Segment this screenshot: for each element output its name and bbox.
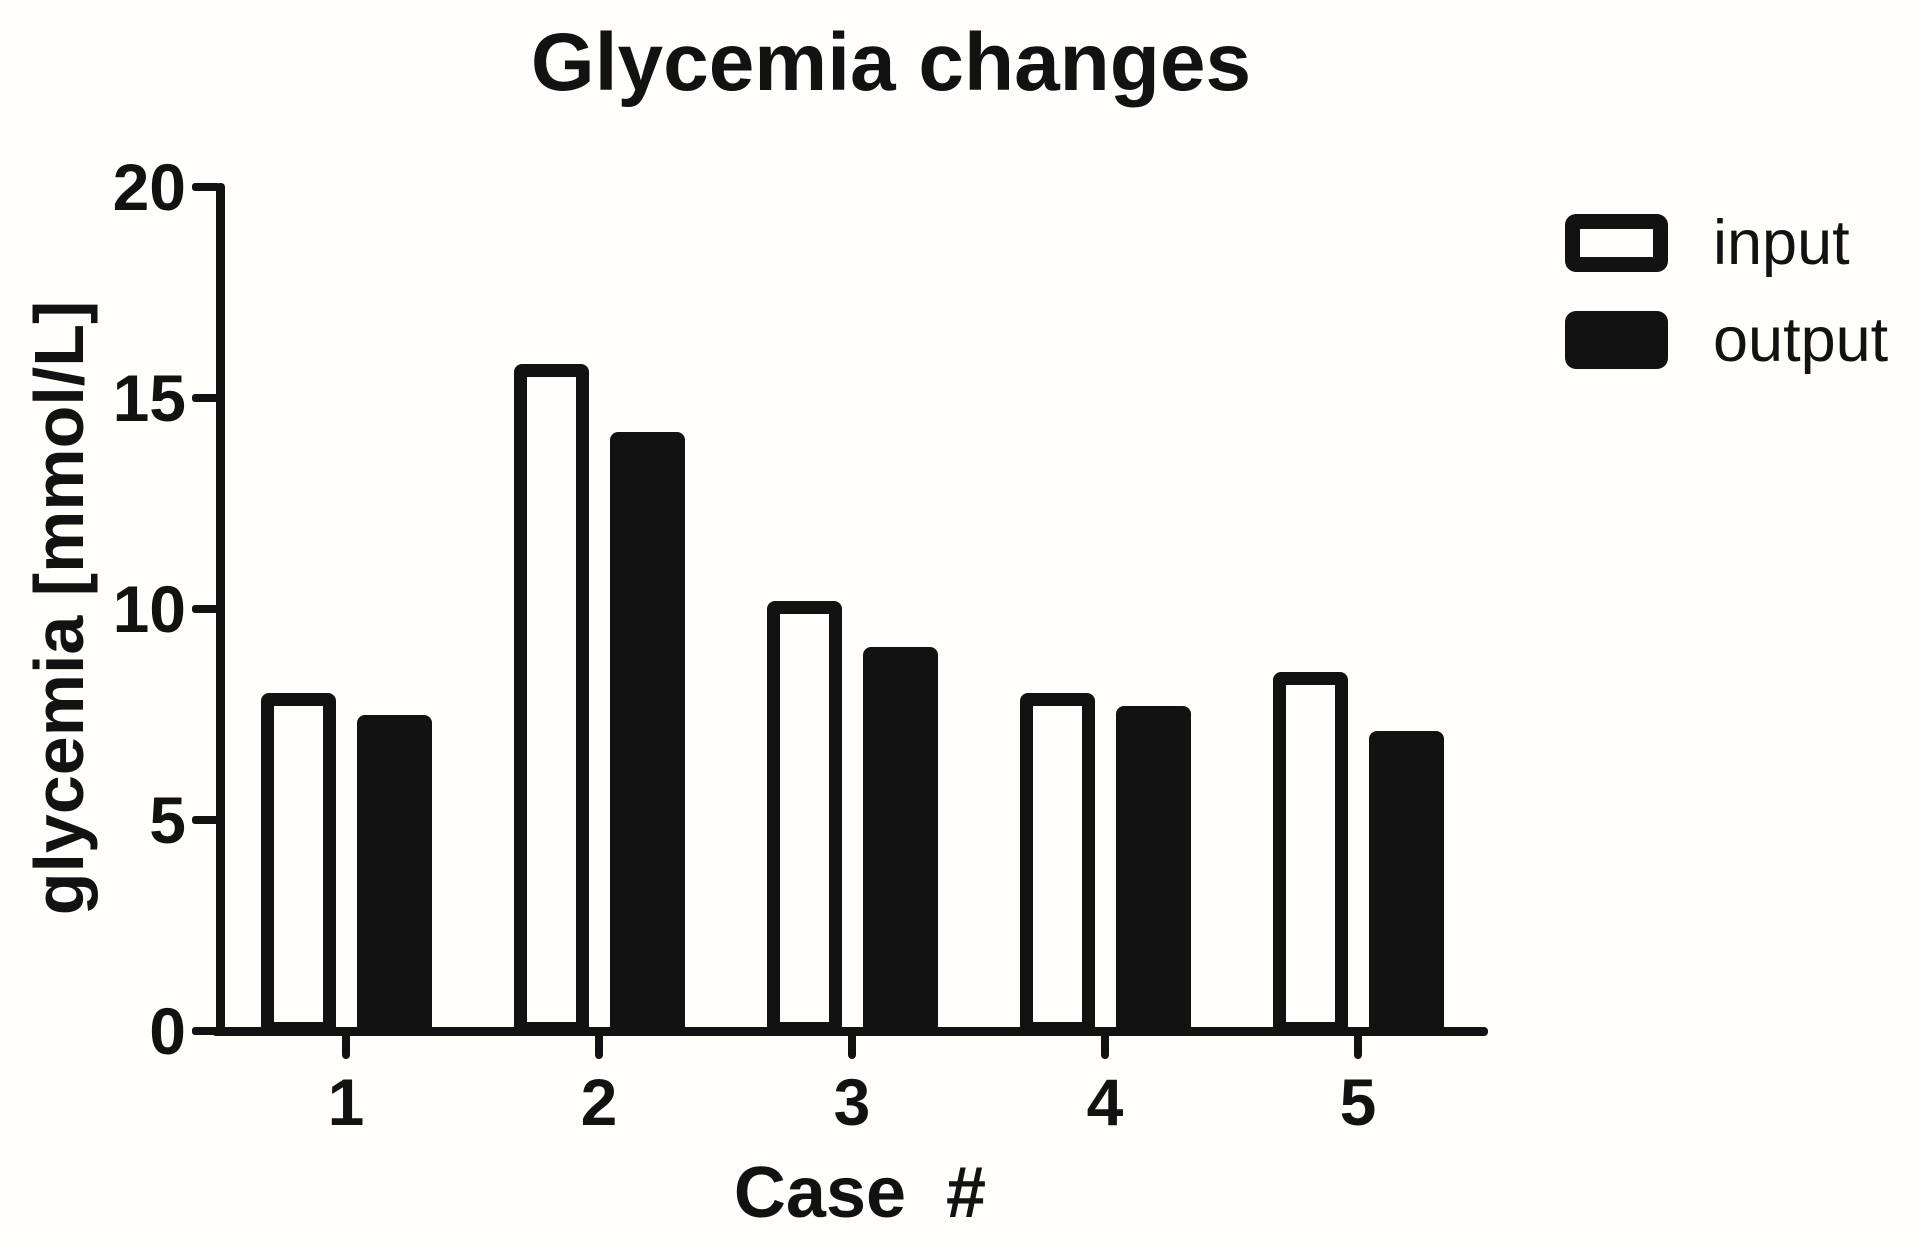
x-axis-title: Case # — [733, 1153, 987, 1233]
x-tick-label-4: 4 — [1086, 1065, 1124, 1139]
bar-output-case-5 — [1369, 731, 1444, 1035]
y-tick-20 — [192, 183, 220, 191]
y-tick-10 — [192, 605, 220, 613]
bar-input-case-5 — [1273, 672, 1348, 1035]
x-tick-label-3: 3 — [833, 1065, 871, 1139]
x-tick-label-1: 1 — [327, 1065, 365, 1139]
y-tick-0 — [192, 1027, 220, 1035]
bar-input-case-3 — [767, 600, 842, 1035]
y-tick-label-15: 15 — [112, 361, 186, 435]
y-axis-line — [216, 183, 225, 1035]
legend-label-output: output — [1713, 305, 1889, 375]
bar-input-case-4 — [1020, 693, 1095, 1035]
x-tick-5 — [1354, 1035, 1362, 1059]
bar-output-case-2 — [610, 431, 685, 1035]
legend-label-input: input — [1713, 208, 1850, 278]
x-tick-3 — [848, 1035, 856, 1059]
x-tick-label-5: 5 — [1339, 1065, 1377, 1139]
x-tick-2 — [595, 1035, 603, 1059]
bar-output-case-4 — [1116, 706, 1191, 1035]
legend: input output — [1565, 208, 1889, 408]
bar-output-case-1 — [357, 714, 432, 1035]
legend-swatch-input-icon — [1565, 214, 1668, 272]
x-tick-1 — [342, 1035, 350, 1059]
y-tick-label-20: 20 — [112, 150, 186, 224]
x-axis-line — [212, 1026, 1488, 1036]
bar-input-case-2 — [514, 364, 589, 1035]
y-tick-15 — [192, 394, 220, 402]
bar-input-case-1 — [261, 693, 336, 1035]
legend-item-output: output — [1565, 305, 1889, 375]
y-tick-label-10: 10 — [112, 572, 186, 646]
chart-title: Glycemia changes — [530, 17, 1252, 108]
x-tick-label-2: 2 — [580, 1065, 618, 1139]
y-tick-label-0: 0 — [149, 994, 186, 1068]
y-tick-label-5: 5 — [149, 783, 186, 857]
y-tick-5 — [192, 816, 220, 824]
x-tick-4 — [1101, 1035, 1109, 1059]
bar-output-case-3 — [863, 646, 938, 1035]
legend-item-input: input — [1565, 208, 1888, 278]
legend-swatch-output-icon — [1565, 311, 1668, 369]
